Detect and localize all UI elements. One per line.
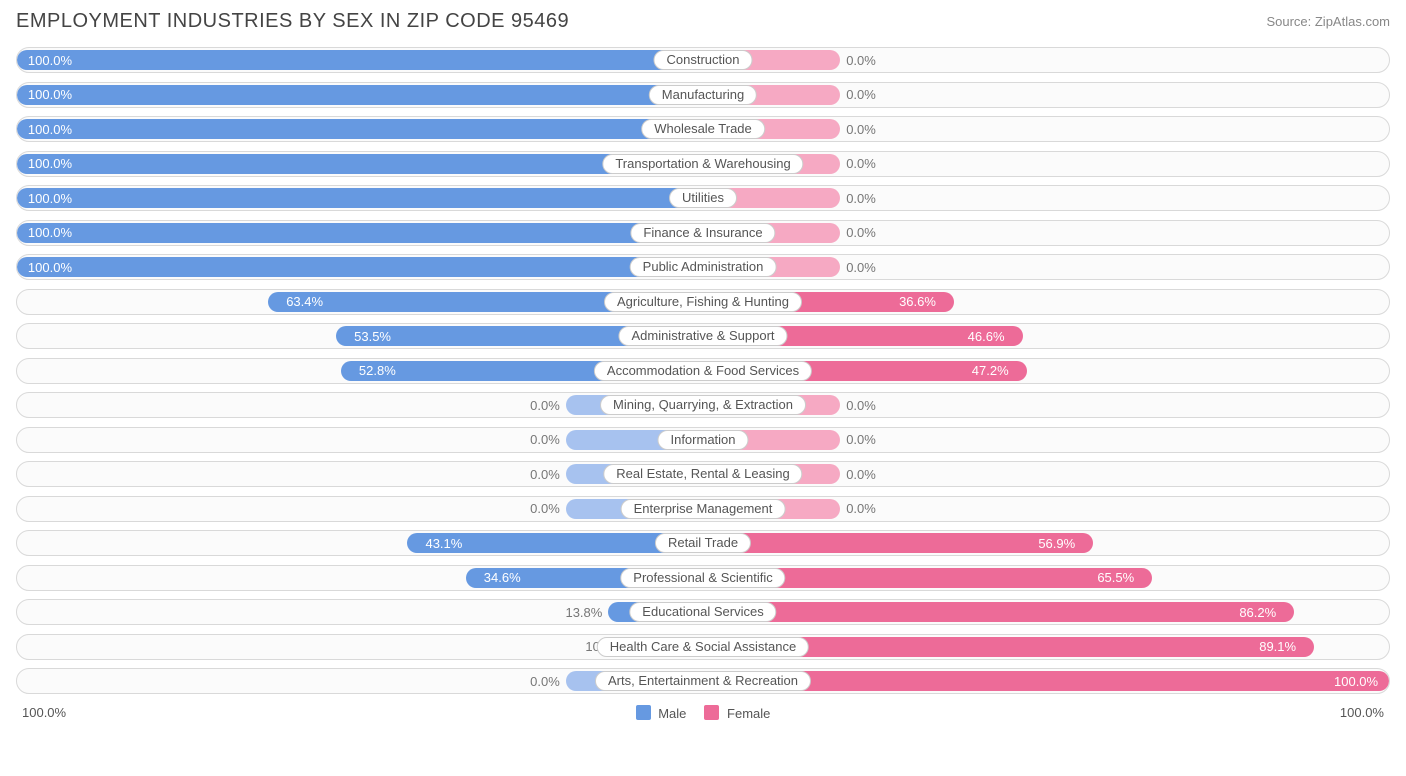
male-value: 100.0% (28, 117, 72, 141)
bar-row: 0.0% 0.0% Enterprise Management (16, 496, 1390, 522)
category-label: Educational Services (629, 602, 776, 622)
bar-row: 10.9%89.1%Health Care & Social Assistanc… (16, 634, 1390, 660)
male-bar (17, 50, 701, 70)
bar-row: 43.1% 56.9% Retail Trade (16, 530, 1390, 556)
category-label: Information (657, 430, 748, 450)
category-label: Wholesale Trade (641, 119, 765, 139)
female-bar (705, 602, 1294, 622)
male-swatch-icon (636, 705, 651, 720)
legend-female: Female (704, 705, 770, 721)
male-value: 0.0% (530, 497, 560, 521)
female-value: 56.9% (1038, 531, 1075, 555)
category-label: Enterprise Management (621, 499, 786, 519)
category-label: Accommodation & Food Services (594, 361, 812, 381)
category-label: Construction (654, 50, 753, 70)
female-value: 47.2% (972, 359, 1009, 383)
male-value: 0.0% (530, 669, 560, 693)
male-bar (17, 223, 701, 243)
female-value: 0.0% (846, 83, 876, 107)
bar-row: 100.0% 0.0% Public Administration (16, 254, 1390, 280)
bar-row: 0.0% 0.0% Information (16, 427, 1390, 453)
bar-row: 100.0% 0.0% Transportation & Warehousing (16, 151, 1390, 177)
bar-row: 100.0% 0.0% Construction (16, 47, 1390, 73)
legend-male-label: Male (658, 706, 686, 721)
bar-row: 53.5% 46.6% Administrative & Support (16, 323, 1390, 349)
diverging-bar-chart: 100.0% 0.0% Construction 100.0% 0.0% Manufact… (16, 47, 1390, 694)
male-bar (17, 188, 701, 208)
female-value: 0.0% (846, 393, 876, 417)
male-bar (17, 85, 701, 105)
category-label: Finance & Insurance (630, 223, 775, 243)
category-label: Utilities (669, 188, 737, 208)
female-value: 0.0% (846, 462, 876, 486)
category-label: Manufacturing (649, 85, 757, 105)
category-label: Agriculture, Fishing & Hunting (604, 292, 802, 312)
female-value: 89.1% (1259, 635, 1296, 659)
male-value: 13.8% (565, 600, 602, 624)
axis-left-label: 100.0% (22, 705, 66, 720)
category-label: Retail Trade (655, 533, 751, 553)
female-value: 65.5% (1097, 566, 1134, 590)
male-value: 100.0% (28, 48, 72, 72)
category-label: Transportation & Warehousing (602, 154, 803, 174)
category-label: Health Care & Social Assistance (597, 637, 809, 657)
male-bar (17, 119, 701, 139)
male-bar (17, 257, 701, 277)
category-label: Real Estate, Rental & Leasing (603, 464, 802, 484)
legend: Male Female (636, 705, 771, 721)
male-bar (17, 154, 701, 174)
male-value: 52.8% (359, 359, 396, 383)
male-value: 0.0% (530, 462, 560, 486)
female-value: 46.6% (968, 324, 1005, 348)
chart-title: EMPLOYMENT INDUSTRIES BY SEX IN ZIP CODE… (16, 10, 569, 33)
female-value: 0.0% (846, 221, 876, 245)
bar-row: 100.0% 0.0% Wholesale Trade (16, 116, 1390, 142)
female-swatch-icon (704, 705, 719, 720)
legend-male: Male (636, 705, 687, 721)
axis-right-label: 100.0% (1340, 705, 1384, 720)
male-value: 100.0% (28, 186, 72, 210)
male-value: 100.0% (28, 221, 72, 245)
bar-row: 0.0% 100.0% Arts, Entertainment & Recreati… (16, 668, 1390, 694)
male-value: 53.5% (354, 324, 391, 348)
bar-row: 34.6% 65.5% Professional & Scientific (16, 565, 1390, 591)
male-value: 100.0% (28, 152, 72, 176)
category-label: Public Administration (630, 257, 777, 277)
female-value: 0.0% (846, 428, 876, 452)
male-value: 63.4% (286, 290, 323, 314)
male-value: 34.6% (484, 566, 521, 590)
legend-female-label: Female (727, 706, 770, 721)
axis-legend-row: 100.0% Male Female 100.0% (16, 703, 1390, 721)
male-value: 100.0% (28, 255, 72, 279)
bar-row: 0.0% 0.0% Real Estate, Rental & Leasing (16, 461, 1390, 487)
female-value: 0.0% (846, 255, 876, 279)
bar-row: 0.0% 0.0% Mining, Quarrying, & Extraction (16, 392, 1390, 418)
male-value: 100.0% (28, 83, 72, 107)
male-value: 0.0% (530, 393, 560, 417)
female-value: 0.0% (846, 152, 876, 176)
bar-row: 13.8% 86.2% Educational Services (16, 599, 1390, 625)
bar-row: 52.8% 47.2% Accommodation & Food Services (16, 358, 1390, 384)
male-value: 0.0% (530, 428, 560, 452)
female-value: 86.2% (1239, 600, 1276, 624)
female-value: 100.0% (1334, 669, 1378, 693)
female-value: 0.0% (846, 117, 876, 141)
chart-source: Source: ZipAtlas.com (1266, 10, 1390, 29)
female-value: 36.6% (899, 290, 936, 314)
bar-row: 100.0% 0.0% Finance & Insurance (16, 220, 1390, 246)
bar-row: 63.4% 36.6% Agriculture, Fishing & Hunting (16, 289, 1390, 315)
category-label: Administrative & Support (618, 326, 787, 346)
bar-row: 100.0% 0.0% Manufacturing (16, 82, 1390, 108)
female-value: 0.0% (846, 48, 876, 72)
category-label: Arts, Entertainment & Recreation (595, 671, 811, 691)
female-bar (705, 533, 1093, 553)
male-value: 43.1% (425, 531, 462, 555)
female-value: 0.0% (846, 497, 876, 521)
category-label: Mining, Quarrying, & Extraction (600, 395, 806, 415)
female-value: 0.0% (846, 186, 876, 210)
category-label: Professional & Scientific (620, 568, 785, 588)
bar-row: 100.0% 0.0% Utilities (16, 185, 1390, 211)
